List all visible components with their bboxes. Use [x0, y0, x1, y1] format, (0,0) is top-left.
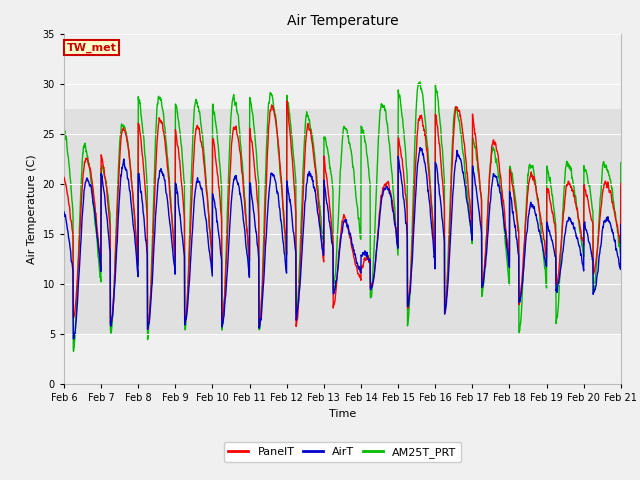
AirT	[60, 209, 68, 215]
X-axis label: Time: Time	[329, 408, 356, 419]
AirT	[216, 236, 223, 242]
AirT	[416, 144, 424, 150]
PanelT	[283, 98, 291, 104]
PanelT	[359, 264, 367, 270]
AM25T_PRT	[568, 175, 576, 180]
AirT	[371, 266, 379, 272]
Line: AirT: AirT	[64, 147, 621, 339]
Line: PanelT: PanelT	[64, 101, 621, 329]
Y-axis label: Air Temperature (C): Air Temperature (C)	[27, 154, 37, 264]
PanelT	[505, 253, 513, 259]
PanelT	[144, 326, 152, 332]
AirT	[584, 231, 591, 237]
AM25T_PRT	[359, 130, 367, 136]
PanelT	[371, 263, 379, 269]
PanelT	[617, 181, 625, 187]
AirT	[568, 220, 576, 226]
Legend: PanelT, AirT, AM25T_PRT: PanelT, AirT, AM25T_PRT	[224, 442, 461, 462]
AM25T_PRT	[416, 79, 424, 85]
AM25T_PRT	[371, 230, 379, 236]
AirT	[617, 222, 625, 228]
Line: AM25T_PRT: AM25T_PRT	[64, 82, 621, 351]
AM25T_PRT	[70, 348, 77, 354]
AM25T_PRT	[505, 276, 513, 282]
AirT	[70, 336, 77, 342]
AM25T_PRT	[216, 159, 223, 165]
PanelT	[584, 196, 591, 202]
AirT	[359, 251, 367, 256]
PanelT	[216, 190, 223, 195]
AM25T_PRT	[60, 122, 68, 128]
Text: TW_met: TW_met	[67, 42, 116, 53]
AirT	[505, 261, 513, 266]
Title: Air Temperature: Air Temperature	[287, 14, 398, 28]
AM25T_PRT	[617, 160, 625, 166]
PanelT	[60, 175, 68, 180]
AM25T_PRT	[584, 175, 591, 181]
PanelT	[568, 188, 576, 194]
Bar	[64, 108, 621, 334]
